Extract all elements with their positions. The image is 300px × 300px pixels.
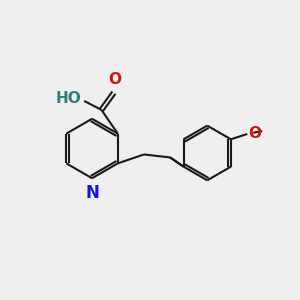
Text: O: O <box>248 126 262 141</box>
Text: N: N <box>85 184 99 202</box>
Text: HO: HO <box>56 91 82 106</box>
Text: O: O <box>108 72 121 87</box>
